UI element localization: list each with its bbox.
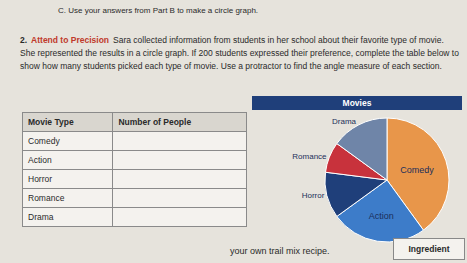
svg-text:Horror: Horror (302, 191, 325, 200)
html-text:Drama: Drama (28, 212, 54, 222)
html-text:Number of People: Number of People (118, 117, 192, 127)
html-text:2. Attend to Precision: 2. Attend to Precision (20, 35, 109, 45)
html-text:Comedy: Comedy (28, 136, 60, 146)
html-text:Ingredient: Ingredient (408, 244, 450, 254)
html-text:your own trail mix recipe.: your own trail mix recipe. (230, 246, 330, 256)
html-text:Sara collected information fro: Sara collected information from students… (20, 35, 459, 71)
html-text:Movie Type: Movie Type (28, 117, 74, 127)
svg-text:Drama: Drama (332, 117, 357, 126)
svg-text:Romance: Romance (292, 152, 327, 161)
html-text:Action: Action (28, 155, 52, 165)
svg-text:Action: Action (369, 211, 394, 221)
html-text:Horror: Horror (28, 174, 53, 184)
svg-text:Comedy: Comedy (400, 165, 434, 175)
html-text:C. Use your answers from Part: C. Use your answers from Part B to make … (58, 6, 259, 15)
html-text:Romance: Romance (28, 193, 65, 203)
html-text:Movies: Movies (342, 98, 372, 108)
